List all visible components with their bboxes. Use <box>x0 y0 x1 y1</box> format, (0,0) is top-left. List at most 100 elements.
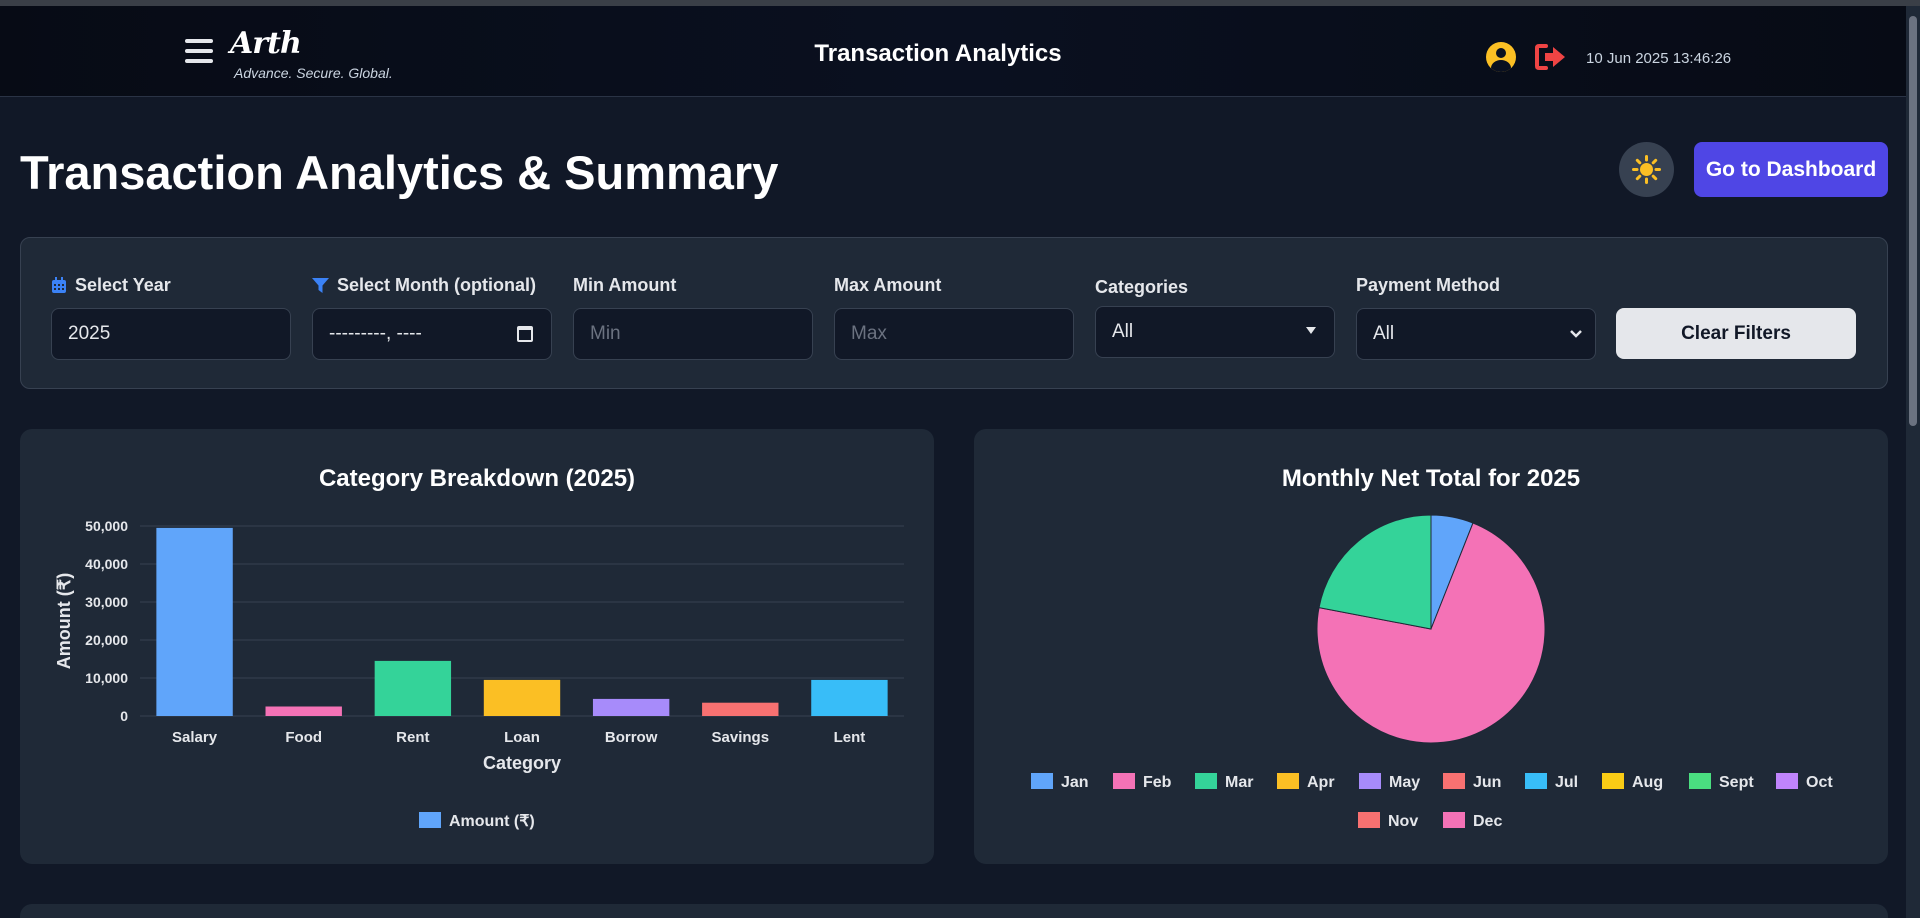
bar-borrow <box>592 698 670 716</box>
pie-legend-label: Feb <box>1143 774 1172 791</box>
pie-slice-mar <box>1318 514 1432 630</box>
monthly-net-card: Monthly Net Total for 2025 Jan Feb Mar Apr M… <box>974 429 1888 864</box>
pie-slice-feb <box>1316 522 1546 744</box>
pie-legend-swatch <box>1776 773 1798 789</box>
bar-legend-swatch <box>419 812 441 828</box>
month-filter: Select Month (optional) ---------, ---- <box>312 273 552 360</box>
pie-chart-title: Monthly Net Total for 2025 <box>1281 465 1581 492</box>
monthly-pie-chart: Jan Feb Mar Apr May Jun Jul Aug Sept Oct Nov Dec <box>1031 514 1833 830</box>
month-input[interactable]: ---------, ---- <box>312 308 552 360</box>
bar-x-tick-label: Food <box>285 729 322 746</box>
scrollbar-thumb[interactable] <box>1909 16 1917 426</box>
year-input-value: 2025 <box>68 323 111 344</box>
brand-tagline: Advance. Secure. Global. <box>234 65 393 81</box>
pie-legend-swatch <box>1602 773 1624 789</box>
category-breakdown-card: Category Breakdown (2025) 0 10,000 20,000 3… <box>20 429 934 864</box>
pie-legend-label: Oct <box>1806 774 1833 791</box>
payment-method-select[interactable]: All <box>1356 308 1596 360</box>
calendar-picker-icon[interactable] <box>517 326 533 342</box>
logout-icon[interactable] <box>1535 43 1567 71</box>
bar-y-axis-label: Amount (₹) <box>54 573 74 669</box>
filters-panel: Select Year 2025 Select Month (optional)… <box>20 237 1888 389</box>
pie-legend-label: Mar <box>1225 774 1253 791</box>
categories-filter: Categories All <box>1095 275 1335 358</box>
bar-x-tick-label: Salary <box>172 729 218 746</box>
pie-legend-swatch <box>1443 773 1465 789</box>
min-amount-filter: Min Amount Min <box>573 273 813 360</box>
pie-legend-label: Jul <box>1555 774 1578 791</box>
year-input[interactable]: 2025 <box>51 308 291 360</box>
hamburger-menu-icon[interactable] <box>185 39 213 63</box>
theme-toggle-button[interactable] <box>1619 142 1674 197</box>
navbar: Arth Advance. Secure. Global. Transactio… <box>0 6 1906 97</box>
category-bar-chart: 0 10,000 20,000 30,000 40,000 50,000 Salary Foo… <box>54 518 904 830</box>
categories-label: Categories <box>1095 276 1189 297</box>
page-scrollbar[interactable] <box>1906 6 1920 918</box>
user-profile-icon[interactable] <box>1486 42 1516 72</box>
pie-legend-swatch <box>1689 773 1711 789</box>
bar-food <box>265 706 342 716</box>
navbar-title: Transaction Analytics <box>814 40 1062 67</box>
clear-filters-button[interactable]: Clear Filters <box>1616 308 1856 359</box>
min-amount-input[interactable]: Min <box>573 308 813 360</box>
sun-icon <box>1632 155 1661 184</box>
payment-method-filter: Payment Method All <box>1356 273 1596 360</box>
bar-legend-label: Amount (₹) <box>449 813 535 830</box>
payment-method-label: Payment Method <box>1356 274 1501 295</box>
bar-y-tick-label: 30,000 <box>85 594 128 610</box>
pie-legend-label: Dec <box>1473 813 1502 830</box>
bar-y-tick-label: 20,000 <box>85 632 128 648</box>
pie-legend-label: May <box>1389 774 1420 791</box>
bar-x-tick-label: Loan <box>504 729 540 746</box>
bar-x-tick-label: Lent <box>834 729 866 746</box>
pie-legend-swatch <box>1195 773 1217 789</box>
month-input-value: ---------, ---- <box>329 323 422 344</box>
payment-method-value: All <box>1373 323 1395 344</box>
calendar-icon <box>52 276 66 293</box>
pie-legend-swatch <box>1031 773 1053 789</box>
bar-y-tick-label: 50,000 <box>85 518 128 534</box>
min-amount-label: Min Amount <box>573 274 677 295</box>
brand-logo[interactable]: Arth <box>230 26 302 61</box>
max-amount-placeholder: Max <box>851 323 887 344</box>
next-section-card <box>20 904 1888 918</box>
bar-salary <box>156 527 233 716</box>
current-datetime: 10 Jun 2025 13:46:26 <box>1586 50 1732 67</box>
bar-y-tick-label: 10,000 <box>85 670 128 686</box>
pie-legend-label: Aug <box>1632 774 1663 791</box>
page-title: Transaction Analytics & Summary <box>20 146 779 199</box>
filter-funnel-icon <box>312 277 329 293</box>
max-amount-filter: Max Amount Max <box>834 273 1074 360</box>
window-top-strip <box>0 0 1920 6</box>
bar-lent <box>811 679 888 716</box>
pie-legend-swatch <box>1359 773 1381 789</box>
bar-loan <box>483 679 561 716</box>
month-filter-label: Select Month (optional) <box>337 274 536 295</box>
pie-legend-swatch <box>1443 812 1465 828</box>
bar-rent <box>374 660 452 716</box>
pie-legend-label: Nov <box>1388 813 1418 830</box>
pie-legend-swatch <box>1277 773 1299 789</box>
caret-down-icon <box>1306 327 1316 334</box>
categories-dropdown-value: All <box>1112 321 1134 342</box>
go-to-dashboard-button[interactable]: Go to Dashboard <box>1694 142 1888 197</box>
bar-y-tick-label: 0 <box>120 708 128 724</box>
bar-x-axis-label: Category <box>483 753 561 773</box>
pie-legend-label: Jan <box>1061 774 1089 791</box>
year-filter: Select Year 2025 <box>51 273 291 360</box>
pie-legend-swatch <box>1525 773 1547 789</box>
bar-x-tick-label: Borrow <box>605 729 658 746</box>
year-filter-label: Select Year <box>75 274 171 295</box>
bar-y-tick-label: 40,000 <box>85 556 128 572</box>
pie-legend-label: Apr <box>1307 774 1335 791</box>
max-amount-label: Max Amount <box>834 274 942 295</box>
bar-x-tick-label: Rent <box>396 729 429 746</box>
chevron-down-icon <box>1570 330 1582 338</box>
bar-savings <box>702 702 779 716</box>
min-amount-placeholder: Min <box>590 323 621 344</box>
pie-legend-label: Jun <box>1473 774 1501 791</box>
pie-legend-label: Sept <box>1719 774 1754 791</box>
max-amount-input[interactable]: Max <box>834 308 1074 360</box>
pie-legend-swatch <box>1358 812 1380 828</box>
categories-dropdown[interactable]: All <box>1095 306 1335 358</box>
